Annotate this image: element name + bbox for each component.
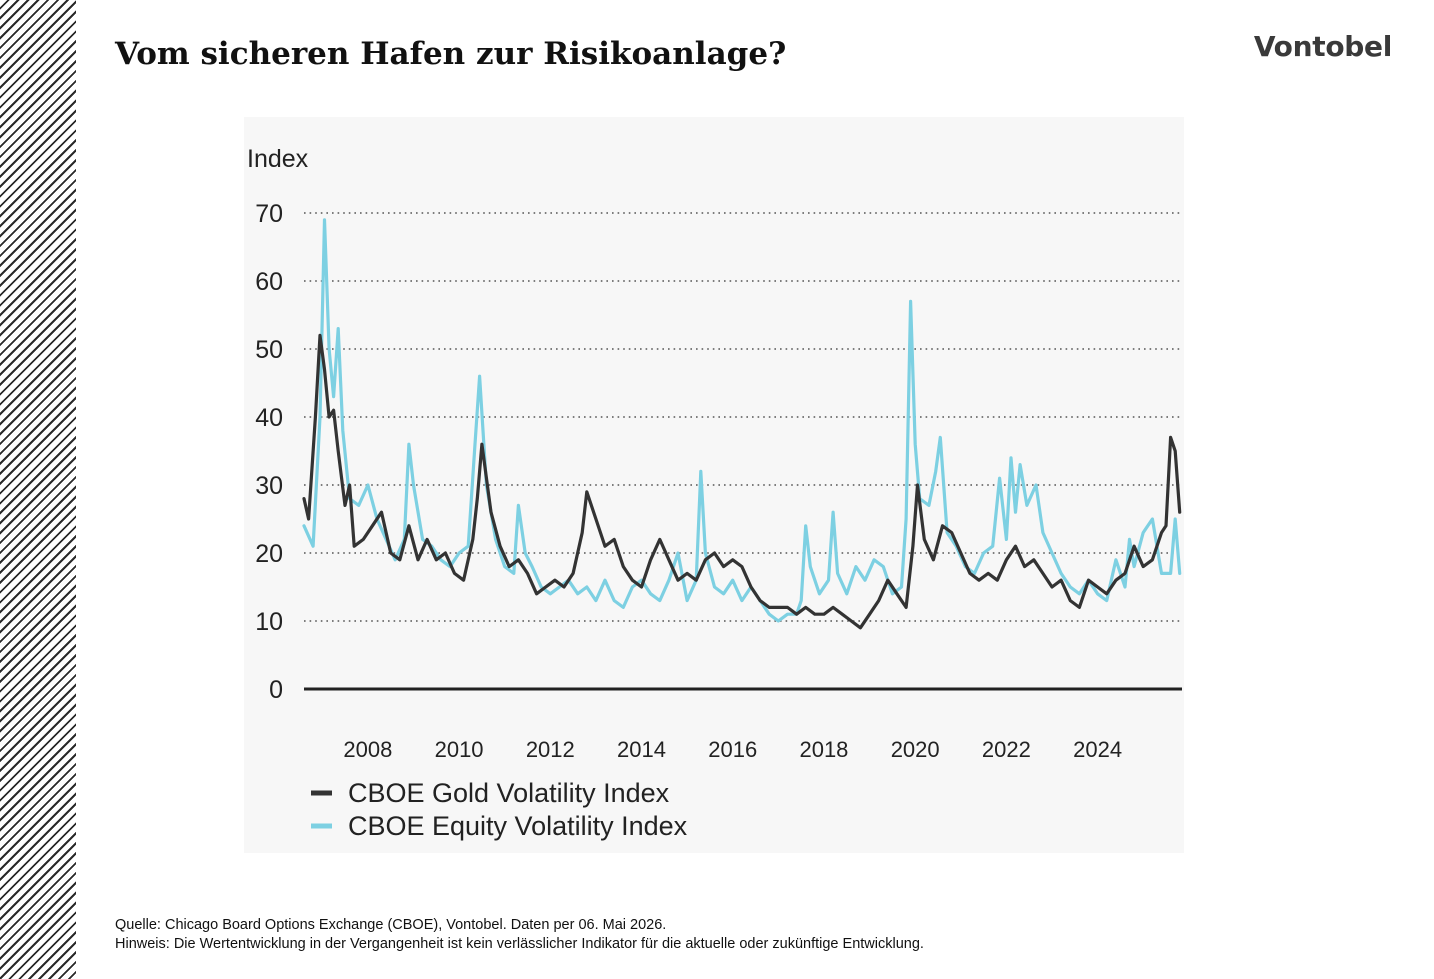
x-tick-label: 2018: [799, 737, 848, 762]
gold-volatility-line: [302, 333, 1182, 630]
chart-panel: Index 0 10 20 30 40 50 60 70 2008 2010 2012 2014 2016…: [244, 117, 1184, 853]
decorative-hatch-strip: [0, 0, 76, 979]
legend-label: CBOE Gold Volatility Index: [348, 778, 670, 808]
y-tick-label: 60: [255, 268, 283, 296]
brand-logo: Vontobel: [1253, 30, 1392, 63]
x-tick-label: 2014: [617, 737, 666, 762]
y-axis-label: Index: [247, 145, 309, 173]
footer: Quelle: Chicago Board Options Exchange (…: [115, 916, 924, 954]
page-title: Vom sicheren Hafen zur Risikoanlage?: [115, 36, 787, 72]
x-tick-label: 2024: [1073, 737, 1122, 762]
x-tick-label: 2010: [435, 737, 484, 762]
y-tick-label: 70: [255, 200, 283, 228]
legend-label: CBOE Equity Volatility Index: [348, 811, 688, 841]
x-tick-label: 2022: [982, 737, 1031, 762]
x-tick-label: 2008: [343, 737, 392, 762]
y-tick-label: 0: [269, 676, 283, 704]
y-tick-label: 30: [255, 472, 283, 500]
y-tick-label: 10: [255, 608, 283, 636]
y-tick-label: 20: [255, 540, 283, 568]
y-tick-label: 50: [255, 336, 283, 364]
x-tick-label: 2016: [708, 737, 757, 762]
y-tick-label: 40: [255, 404, 283, 432]
source-note: Quelle: Chicago Board Options Exchange (…: [115, 917, 667, 933]
x-tick-label: 2012: [526, 737, 575, 762]
disclaimer-note: Hinweis: Die Wertentwicklung in der Verg…: [115, 936, 924, 952]
line-chart: Index 0 10 20 30 40 50 60 70 2008 2010 2012 2014 2016…: [247, 145, 1182, 841]
x-tick-label: 2020: [891, 737, 940, 762]
